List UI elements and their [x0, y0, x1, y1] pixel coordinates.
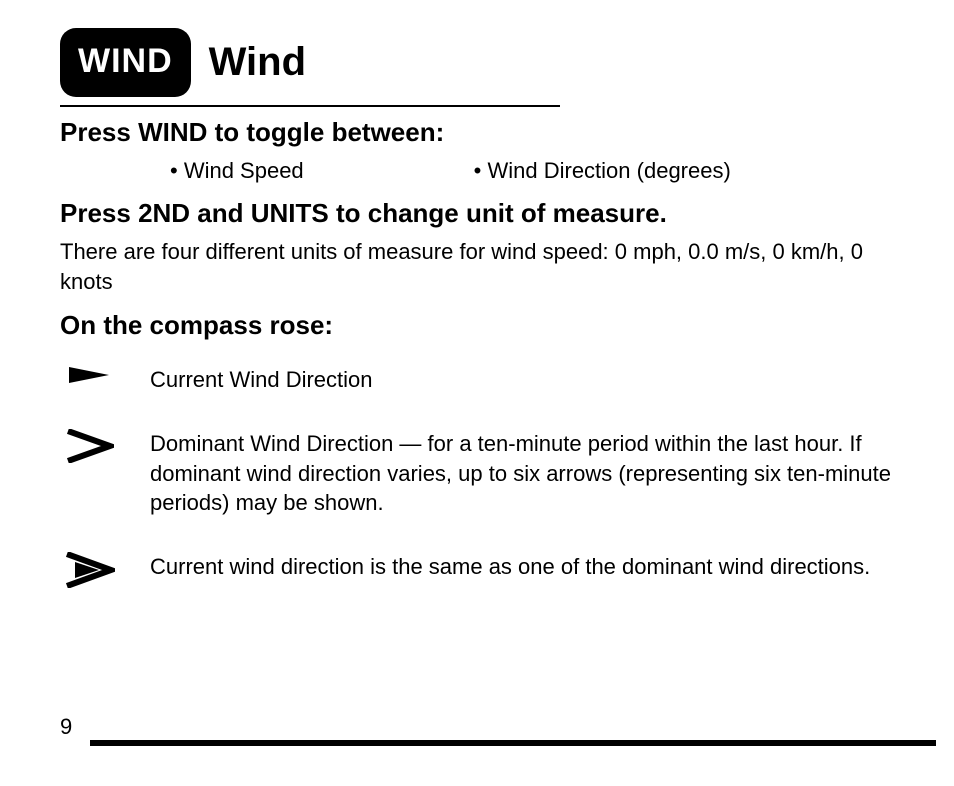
rose-item-combined: Current wind direction is the same as on… — [60, 552, 894, 588]
compass-rose-list: Current Wind Direction Dominant Wind Dir… — [60, 365, 894, 588]
title-rule — [60, 105, 560, 107]
units-body: There are four different units of measur… — [60, 237, 894, 296]
rose-text-current: Current Wind Direction — [150, 365, 373, 395]
bullet-wind-direction: • Wind Direction (degrees) — [474, 158, 731, 184]
bottom-rule — [90, 740, 936, 746]
toggle-bullets: • Wind Speed • Wind Direction (degrees) — [60, 158, 894, 184]
page-number: 9 — [60, 714, 72, 740]
rose-item-dominant: Dominant Wind Direction — for a ten-minu… — [60, 429, 894, 518]
page-title: Wind — [209, 40, 306, 85]
page-header: WIND Wind — [60, 28, 894, 97]
bullet-wind-speed: • Wind Speed — [170, 158, 304, 184]
solid-arrow-icon — [62, 365, 116, 385]
units-heading: Press 2ND and UNITS to change unit of me… — [60, 198, 894, 229]
combined-arrow-icon — [62, 552, 116, 588]
rose-item-current: Current Wind Direction — [60, 365, 894, 395]
toggle-heading: Press WIND to toggle between: — [60, 117, 894, 148]
manual-page: WIND Wind Press WIND to toggle between: … — [0, 0, 954, 786]
rose-text-dominant: Dominant Wind Direction — for a ten-minu… — [150, 429, 894, 518]
rose-text-combined: Current wind direction is the same as on… — [150, 552, 870, 582]
open-arrow-icon — [62, 429, 116, 463]
compass-heading: On the compass rose: — [60, 310, 894, 341]
wind-badge: WIND — [60, 28, 191, 97]
